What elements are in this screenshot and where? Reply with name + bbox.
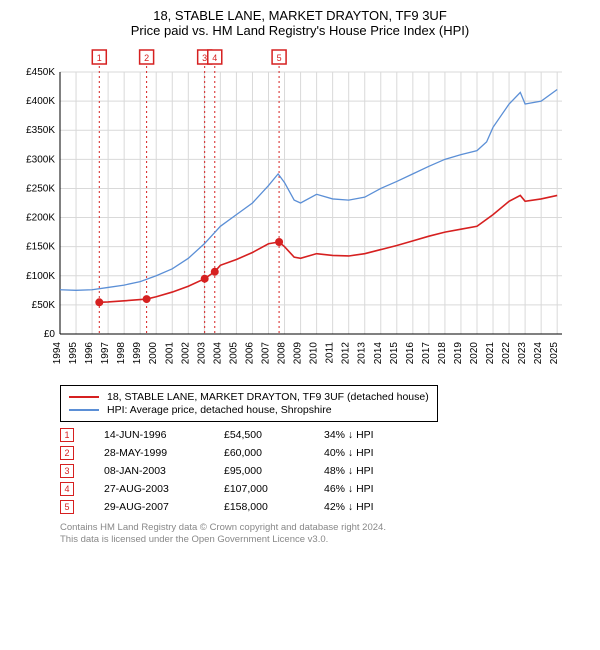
svg-text:2009: 2009 [293, 342, 304, 365]
svg-text:2016: 2016 [405, 342, 416, 365]
svg-text:2019: 2019 [453, 342, 464, 365]
svg-text:£350K: £350K [26, 125, 55, 136]
transaction-marker: 2 [60, 446, 74, 460]
svg-text:2024: 2024 [533, 342, 544, 365]
svg-text:2005: 2005 [228, 342, 239, 365]
transaction-row: 1 14-JUN-1996£54,50034% ↓ HPI [60, 428, 590, 442]
title-address: 18, STABLE LANE, MARKET DRAYTON, TF9 3UF [10, 8, 590, 23]
transaction-price: £60,000 [224, 447, 324, 459]
svg-text:£400K: £400K [26, 96, 55, 107]
svg-text:£250K: £250K [26, 183, 55, 194]
svg-text:£200K: £200K [26, 213, 55, 224]
svg-text:2013: 2013 [357, 342, 368, 365]
transactions-table: 1 14-JUN-1996£54,50034% ↓ HPI 2 28-MAY-1999… [60, 428, 590, 514]
svg-text:1996: 1996 [84, 342, 95, 365]
svg-text:2025: 2025 [549, 342, 560, 365]
legend-item: HPI: Average price, detached house, Shro… [69, 404, 429, 416]
footer-attribution: Contains HM Land Registry data © Crown c… [60, 522, 590, 547]
transaction-price: £158,000 [224, 501, 324, 513]
svg-text:1999: 1999 [132, 342, 143, 365]
transaction-date: 28-MAY-1999 [104, 447, 224, 459]
transaction-price: £107,000 [224, 483, 324, 495]
svg-text:2008: 2008 [277, 342, 288, 365]
legend-label: 18, STABLE LANE, MARKET DRAYTON, TF9 3UF… [107, 391, 429, 403]
transaction-row: 4 27-AUG-2003£107,00046% ↓ HPI [60, 482, 590, 496]
transaction-delta: 46% ↓ HPI [324, 483, 424, 495]
transaction-delta: 34% ↓ HPI [324, 429, 424, 441]
transaction-date: 27-AUG-2003 [104, 483, 224, 495]
chart-area: £0 £50K £100K £150K £200K £250K £300K £350K £400… [10, 44, 590, 379]
transaction-delta: 40% ↓ HPI [324, 447, 424, 459]
transaction-price: £54,500 [224, 429, 324, 441]
title-subtitle: Price paid vs. HM Land Registry's House … [10, 23, 590, 38]
svg-text:2010: 2010 [309, 342, 320, 365]
svg-text:2023: 2023 [517, 342, 528, 365]
transaction-date: 29-AUG-2007 [104, 501, 224, 513]
footer-line1: Contains HM Land Registry data © Crown c… [60, 522, 590, 534]
svg-text:2014: 2014 [373, 342, 384, 365]
svg-text:1995: 1995 [68, 342, 79, 365]
svg-text:2000: 2000 [148, 342, 159, 365]
transaction-date: 08-JAN-2003 [104, 465, 224, 477]
transaction-marker: 3 [60, 464, 74, 478]
svg-text:2021: 2021 [485, 342, 496, 365]
transaction-row: 2 28-MAY-1999£60,00040% ↓ HPI [60, 446, 590, 460]
svg-text:£150K: £150K [26, 242, 55, 253]
svg-text:4: 4 [212, 53, 217, 63]
svg-text:2003: 2003 [196, 342, 207, 365]
svg-text:£50K: £50K [32, 300, 56, 311]
title-block: 18, STABLE LANE, MARKET DRAYTON, TF9 3UF… [10, 8, 590, 38]
transaction-price: £95,000 [224, 465, 324, 477]
transaction-date: 14-JUN-1996 [104, 429, 224, 441]
transaction-marker: 1 [60, 428, 74, 442]
svg-text:1: 1 [97, 53, 102, 63]
svg-text:2004: 2004 [212, 342, 223, 365]
svg-text:1997: 1997 [100, 342, 111, 365]
legend-swatch [69, 409, 99, 411]
svg-text:£450K: £450K [26, 67, 55, 78]
svg-text:2007: 2007 [260, 342, 271, 365]
svg-text:2: 2 [144, 53, 149, 63]
svg-text:2001: 2001 [164, 342, 175, 365]
chart-svg: £0 £50K £100K £150K £200K £250K £300K £350K £400… [10, 44, 570, 374]
svg-text:2022: 2022 [501, 342, 512, 365]
transaction-marker: 5 [60, 500, 74, 514]
legend-swatch [69, 396, 99, 398]
svg-text:3: 3 [202, 53, 207, 63]
svg-text:2002: 2002 [180, 342, 191, 365]
transaction-row: 5 29-AUG-2007£158,00042% ↓ HPI [60, 500, 590, 514]
legend-label: HPI: Average price, detached house, Shro… [107, 404, 332, 416]
chart-container: 18, STABLE LANE, MARKET DRAYTON, TF9 3UF… [0, 0, 600, 555]
svg-text:£0: £0 [44, 329, 56, 340]
svg-text:2011: 2011 [325, 342, 336, 364]
svg-text:1998: 1998 [116, 342, 127, 365]
legend-box: 18, STABLE LANE, MARKET DRAYTON, TF9 3UF… [60, 385, 438, 422]
svg-text:2012: 2012 [341, 342, 352, 365]
svg-text:2020: 2020 [469, 342, 480, 365]
transaction-delta: 42% ↓ HPI [324, 501, 424, 513]
transaction-marker: 4 [60, 482, 74, 496]
svg-text:£300K: £300K [26, 154, 55, 165]
svg-text:1994: 1994 [52, 342, 63, 365]
transaction-row: 3 08-JAN-2003£95,00048% ↓ HPI [60, 464, 590, 478]
transaction-delta: 48% ↓ HPI [324, 465, 424, 477]
footer-line2: This data is licensed under the Open Gov… [60, 534, 590, 546]
svg-text:2006: 2006 [244, 342, 255, 365]
svg-text:5: 5 [277, 53, 282, 63]
svg-text:£100K: £100K [26, 271, 55, 282]
svg-text:2015: 2015 [389, 342, 400, 365]
svg-text:2018: 2018 [437, 342, 448, 365]
svg-text:2017: 2017 [421, 342, 432, 365]
legend-item: 18, STABLE LANE, MARKET DRAYTON, TF9 3UF… [69, 391, 429, 403]
